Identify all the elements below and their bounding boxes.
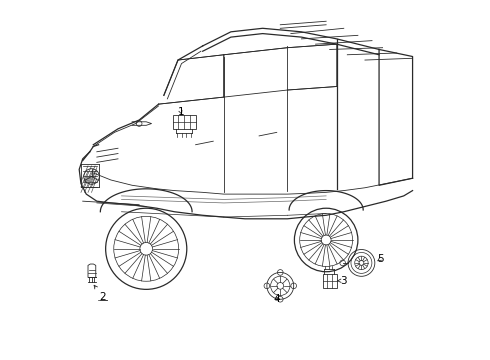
Text: 3: 3 xyxy=(337,276,347,285)
Text: 2: 2 xyxy=(94,285,106,302)
Text: 1: 1 xyxy=(177,107,184,117)
Text: 4: 4 xyxy=(273,294,280,304)
Text: 5: 5 xyxy=(377,254,384,264)
